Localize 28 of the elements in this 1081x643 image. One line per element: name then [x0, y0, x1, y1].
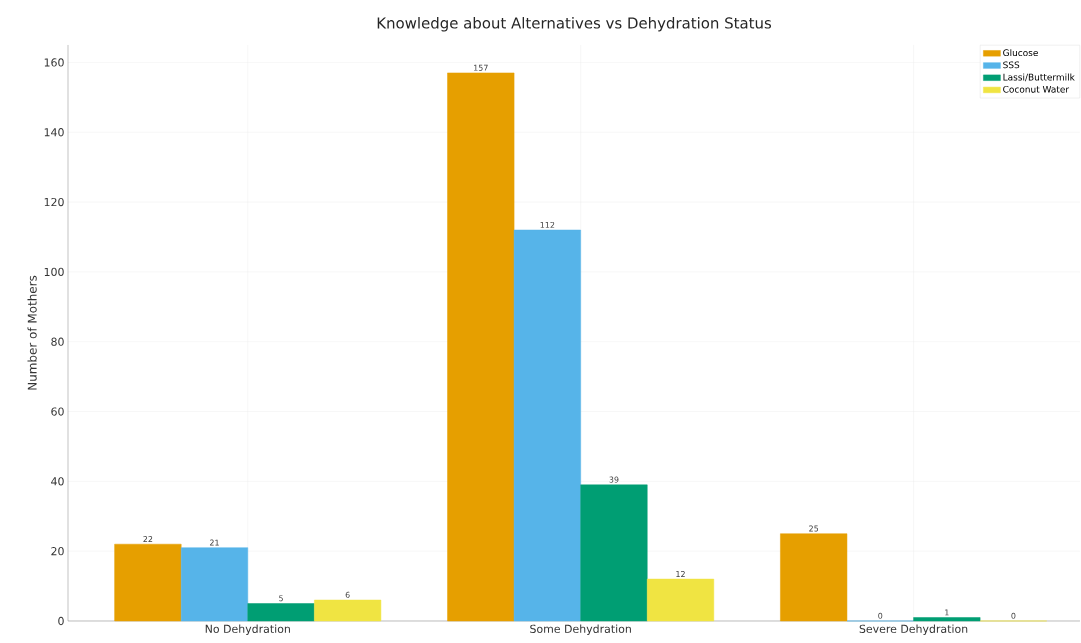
bar [314, 599, 382, 622]
y-tick-label: 80 [51, 337, 64, 346]
y-tick-label: 160 [44, 58, 64, 67]
bar [780, 533, 848, 622]
bar [913, 617, 981, 622]
bar [646, 578, 715, 622]
bar [447, 72, 515, 622]
y-tick-label: 100 [44, 267, 64, 277]
bar [114, 543, 182, 622]
x-tick-label: Severe Dehydration [859, 624, 968, 636]
y-tick-label: 40 [51, 477, 64, 486]
chart-title: Knowledge about Alternatives vs Dehydration Status [377, 17, 772, 32]
y-tick-label: 0 [58, 616, 64, 626]
y-tick-label: 140 [44, 128, 64, 137]
y-tick-label: 60 [51, 407, 64, 416]
legend-label: SSS [1003, 61, 1020, 69]
x-tick-label: Some Dehydration [530, 624, 631, 636]
bar [513, 229, 581, 622]
y-axis-title: Number of Mothers [27, 275, 37, 390]
bar [580, 484, 648, 622]
y-tick-label: 20 [51, 547, 64, 556]
bar [180, 547, 249, 622]
y-tick-label: 120 [44, 197, 64, 207]
x-tick-label: No Dehydration [205, 624, 290, 636]
bar [247, 603, 315, 622]
legend-label: Glucose [1003, 49, 1038, 57]
legend-label: Coconut Water [1003, 85, 1070, 93]
legend-label: Lassi/Buttermilk [1003, 73, 1075, 82]
